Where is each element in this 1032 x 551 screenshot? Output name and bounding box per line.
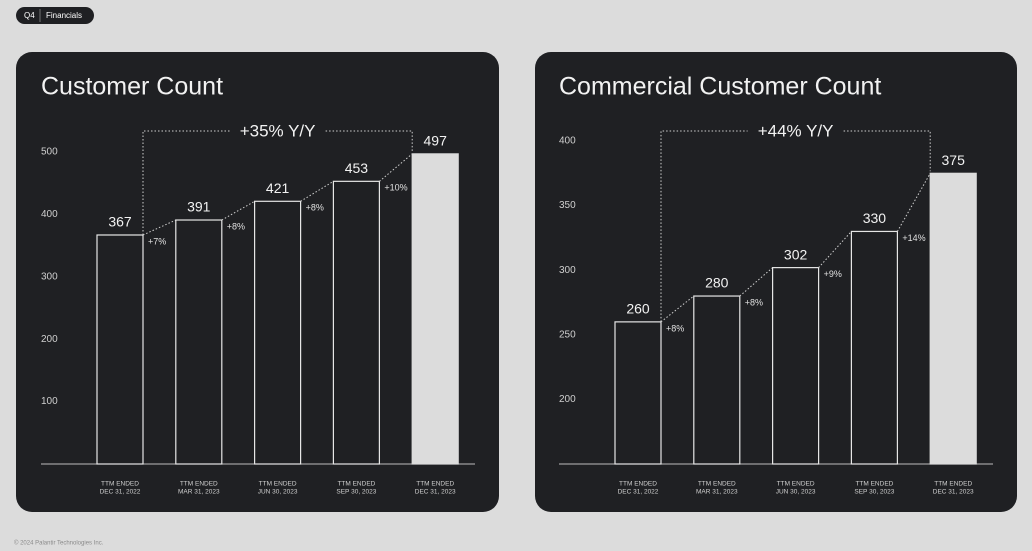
change-label: +14% xyxy=(902,233,925,243)
value-label: 497 xyxy=(424,133,448,149)
value-label: 367 xyxy=(108,214,132,230)
panel xyxy=(16,52,499,512)
x-tick-label: JUN 30, 2023 xyxy=(258,489,298,496)
x-tick-label: JUN 30, 2023 xyxy=(776,489,816,496)
change-label: +8% xyxy=(745,297,763,307)
y-tick-label: 250 xyxy=(559,329,576,340)
badge xyxy=(16,7,94,24)
x-tick-label: DEC 31, 2022 xyxy=(100,489,141,496)
bar xyxy=(175,219,223,465)
y-tick-label: 400 xyxy=(559,136,576,147)
x-tick-label: TTM ENDED xyxy=(855,481,893,488)
value-label: 330 xyxy=(863,210,887,226)
connector xyxy=(818,231,852,268)
total-change: +35% Y/Y xyxy=(240,121,316,140)
x-tick-label: TTM ENDED xyxy=(337,481,375,488)
change-label: +8% xyxy=(306,203,324,213)
connector xyxy=(379,153,413,182)
x-tick-label: TTM ENDED xyxy=(416,481,454,488)
bracket xyxy=(142,130,413,235)
y-tick-label: 200 xyxy=(559,394,576,405)
bar xyxy=(850,230,899,465)
change-label: +8% xyxy=(666,323,684,333)
change-label: +9% xyxy=(824,269,842,279)
x-tick-label: TTM ENDED xyxy=(101,481,139,488)
bar xyxy=(96,234,144,465)
x-tick-label: SEP 30, 2023 xyxy=(336,489,376,496)
value-label: 280 xyxy=(705,275,729,291)
x-tick-label: MAR 31, 2023 xyxy=(178,489,220,496)
chart-title: Customer Count xyxy=(41,73,223,101)
y-tick-label: 350 xyxy=(559,200,576,211)
badge-quarter: Q4 xyxy=(24,11,35,20)
bar xyxy=(254,200,302,465)
x-tick-label: SEP 30, 2023 xyxy=(854,489,894,496)
value-label: 375 xyxy=(942,152,966,168)
y-tick-label: 500 xyxy=(41,147,58,158)
x-tick-label: TTM ENDED xyxy=(180,481,218,488)
bar xyxy=(693,295,741,465)
connector xyxy=(221,200,255,221)
value-label: 260 xyxy=(626,301,650,317)
panel xyxy=(535,52,1017,512)
x-tick-label: DEC 31, 2023 xyxy=(933,489,974,496)
bracket xyxy=(660,130,931,322)
y-tick-label: 100 xyxy=(41,396,58,407)
y-tick-label: 300 xyxy=(41,271,58,282)
y-tick-label: 300 xyxy=(559,265,576,276)
bar xyxy=(614,321,662,465)
x-tick-label: TTM ENDED xyxy=(698,481,736,488)
x-tick-label: TTM ENDED xyxy=(619,481,657,488)
badge-section: Financials xyxy=(46,11,82,20)
value-label: 302 xyxy=(784,246,808,262)
bar xyxy=(929,172,977,465)
x-tick-label: MAR 31, 2023 xyxy=(696,489,738,496)
connector xyxy=(739,267,773,297)
bar xyxy=(771,267,820,465)
x-tick-label: DEC 31, 2023 xyxy=(415,489,456,496)
total-change: +44% Y/Y xyxy=(758,121,834,140)
connector xyxy=(896,173,931,232)
x-tick-label: TTM ENDED xyxy=(259,481,297,488)
change-label: +8% xyxy=(227,221,245,231)
y-tick-label: 200 xyxy=(41,334,58,345)
value-label: 391 xyxy=(187,199,211,215)
connector xyxy=(142,219,177,236)
bar xyxy=(411,153,459,465)
x-tick-label: TTM ENDED xyxy=(777,481,815,488)
y-tick-label: 400 xyxy=(41,209,58,220)
bar xyxy=(332,180,380,465)
chart-title: Commercial Customer Count xyxy=(559,73,881,101)
footer: © 2024 Palantir Technologies Inc. xyxy=(14,540,104,547)
value-label: 453 xyxy=(345,160,369,176)
change-label: +7% xyxy=(148,236,166,246)
value-label: 421 xyxy=(266,180,290,196)
x-tick-label: TTM ENDED xyxy=(934,481,972,488)
connector xyxy=(300,180,334,202)
change-label: +10% xyxy=(384,183,407,193)
x-tick-label: DEC 31, 2022 xyxy=(618,489,659,496)
